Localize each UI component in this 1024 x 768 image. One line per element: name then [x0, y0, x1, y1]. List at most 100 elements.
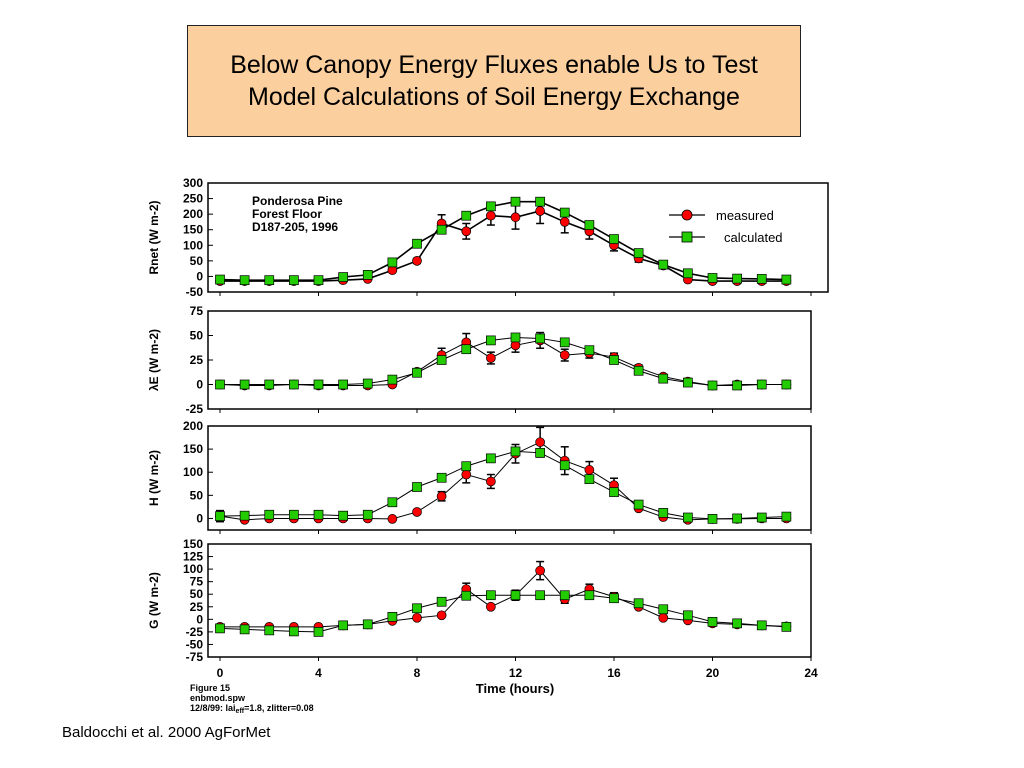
y-tick-label: 50	[190, 329, 204, 343]
series-line-measured	[219, 441, 787, 521]
site-annotation: Ponderosa Pine Forest Floor D187-205, 19…	[252, 194, 343, 234]
calculated-point	[658, 259, 669, 270]
calculated-point	[436, 596, 447, 607]
y-tick-label: 0	[196, 612, 203, 626]
calculated-point	[313, 379, 324, 390]
y-tick-label: 50	[190, 587, 204, 601]
y-tick-label: 100	[183, 465, 203, 479]
panel-h: 0 50 100 150 200 H (W m-2)	[147, 419, 812, 534]
calculated-point	[535, 590, 545, 601]
measured-point	[387, 514, 398, 524]
calculated-point	[559, 207, 570, 218]
calculated-point	[707, 616, 718, 627]
measured-point	[412, 507, 422, 517]
calculated-point	[510, 196, 521, 207]
calculated-point	[338, 379, 348, 390]
figure-info: Figure 15 enbmod.spw 12/8/99: laieff=1.8…	[190, 683, 314, 715]
calculated-point	[732, 273, 742, 284]
calculated-point	[756, 274, 767, 284]
calculated-point	[584, 220, 595, 230]
calculated-point	[338, 620, 348, 631]
measured-point	[584, 465, 595, 475]
annotation-line-2: Forest Floor	[252, 207, 322, 221]
measured-point	[436, 491, 447, 502]
calculated-point	[658, 604, 669, 615]
slide-title-box: Below Canopy Energy Fluxes enable Us to …	[187, 25, 801, 137]
y-tick-label: 50	[190, 488, 204, 502]
panel-frame	[207, 310, 812, 410]
y-tick-label: -75	[186, 650, 204, 664]
calculated-point	[732, 513, 742, 524]
calculated-point	[510, 590, 521, 601]
x-axis-label: Time (hours)	[476, 681, 555, 696]
figure-info-suffix: =1.8, zlitter=0.08	[244, 703, 314, 713]
calculated-point	[658, 373, 669, 384]
x-tick-label: 0	[217, 666, 224, 680]
calculated-point	[412, 367, 422, 378]
y-tick-label: 200	[183, 207, 203, 221]
calculated-point	[289, 626, 299, 637]
calculated-point	[559, 590, 570, 601]
calculated-point	[338, 272, 348, 282]
calculated-point	[264, 379, 275, 390]
measured-point	[535, 565, 545, 576]
legend-measured-marker	[681, 209, 693, 221]
calculated-point	[756, 379, 767, 390]
measured-point	[436, 610, 447, 621]
calculated-point	[683, 610, 693, 621]
calculated-point	[486, 590, 496, 601]
calculated-point	[756, 512, 767, 523]
calculated-point	[387, 497, 398, 508]
measured-point	[535, 437, 545, 448]
calculated-point	[264, 625, 275, 636]
y-tick-label: 150	[183, 223, 203, 237]
calculated-point	[707, 514, 718, 524]
calculated-point	[584, 345, 595, 356]
calculated-point	[289, 379, 299, 390]
calculated-point	[609, 234, 619, 244]
legend-calculated-marker	[681, 231, 693, 243]
calculated-point	[264, 509, 275, 520]
calculated-point	[486, 453, 496, 464]
x-tick-label: 24	[804, 666, 818, 680]
x-tick-label: 20	[706, 666, 720, 680]
calculated-point	[461, 344, 472, 355]
measured-point	[510, 212, 521, 223]
measured-point	[535, 206, 545, 216]
y-tick-label: 50	[190, 254, 204, 268]
calculated-point	[781, 622, 792, 632]
measured-point	[486, 210, 496, 221]
measured-point	[486, 353, 496, 363]
y-tick-label: 25	[190, 353, 204, 367]
calculated-point	[313, 509, 324, 520]
calculated-point	[436, 355, 447, 365]
calculated-point	[461, 461, 472, 472]
annotation-line-1: Ponderosa Pine	[252, 194, 343, 208]
x-tick-label: 12	[509, 666, 523, 680]
calculated-point	[436, 472, 447, 483]
measured-point	[412, 256, 422, 266]
calculated-point	[683, 512, 693, 523]
figure-info-prefix: 12/8/99: lai	[190, 703, 236, 713]
calculated-point	[362, 509, 373, 520]
y-axis-label: Rnet (W m-2)	[147, 201, 161, 275]
calculated-point	[683, 377, 693, 388]
calculated-point	[387, 611, 398, 622]
y-tick-label: 250	[183, 192, 203, 206]
calculated-point	[633, 248, 644, 258]
calculated-point	[559, 337, 570, 348]
calculated-point	[239, 379, 250, 390]
y-tick-label: 125	[183, 550, 203, 564]
calculated-point	[362, 619, 373, 630]
calculated-point	[239, 510, 250, 521]
measured-point	[461, 226, 472, 237]
x-tick-label: 8	[414, 666, 421, 680]
x-tick-label: 4	[315, 666, 322, 680]
y-tick-label: 0	[196, 269, 203, 283]
legend-calculated-label: calculated	[724, 230, 783, 245]
y-tick-label: 150	[183, 442, 203, 456]
calculated-point	[633, 598, 644, 609]
y-tick-label: 0	[196, 378, 203, 392]
series-line-measured	[219, 339, 787, 386]
